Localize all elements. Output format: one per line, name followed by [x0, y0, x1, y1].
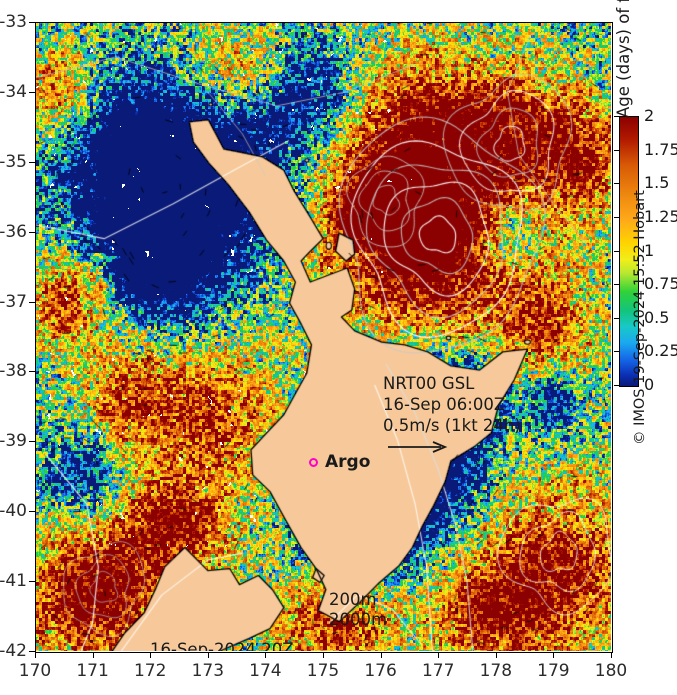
map-plot-area: NRT00 GSL 16-Sep 06:00Z 0.5m/s (1kt 24h)… [35, 22, 611, 651]
x-tick-label: 176 [364, 661, 397, 681]
velocity-legend-time: 16-Sep 06:00Z [383, 395, 506, 414]
colorbar-tick [614, 116, 619, 117]
y-tick [29, 161, 35, 163]
argo-float-marker-icon [309, 458, 318, 467]
y-tick [29, 231, 35, 233]
colorbar-tick [614, 317, 619, 319]
colorbar-tick-label: 2 [644, 106, 655, 125]
colorbar-tick [614, 385, 619, 386]
velocity-legend-source: NRT00 GSL [383, 374, 475, 393]
colorbar-tick-label: 1 [644, 240, 655, 260]
bathymetry-label-2000m: 2000m [329, 610, 388, 629]
velocity-legend: NRT00 GSL 16-Sep 06:00Z 0.5m/s (1kt 24h) [383, 373, 521, 436]
y-tick-label: -41 [0, 571, 27, 592]
y-tick [29, 581, 35, 583]
colorbar-tick-label: 0 [644, 375, 655, 394]
y-tick-label: -34 [0, 81, 27, 102]
x-tick-label: 172 [133, 661, 167, 681]
colorbar-tick-label: 0.5 [644, 307, 670, 327]
x-tick-label: 171 [76, 661, 109, 681]
x-tick [380, 652, 382, 658]
y-tick [29, 511, 35, 513]
colorbar-tick-label: 0.75 [644, 274, 677, 294]
x-tick-label: 179 [537, 661, 570, 681]
y-tick [29, 22, 35, 23]
y-tick-label: -33 [0, 12, 27, 32]
x-tick [207, 652, 209, 658]
x-tick-label: 170 [18, 661, 52, 681]
y-tick-label: -42 [0, 641, 27, 661]
x-tick-label: 174 [249, 661, 282, 681]
colorbar-tick-label: 0.25 [644, 341, 677, 361]
argo-label: Argo [325, 452, 371, 472]
y-tick [29, 301, 35, 303]
x-tick-label: 173 [191, 661, 225, 681]
y-tick-label: -36 [0, 221, 27, 242]
x-tick-label: 178 [479, 661, 513, 681]
x-tick [438, 652, 440, 658]
colorbar-tick [614, 284, 619, 286]
y-tick-label: -38 [0, 361, 27, 382]
y-tick-label: -40 [0, 501, 27, 522]
x-tick [495, 652, 497, 658]
y-tick-label: -37 [0, 291, 27, 312]
colorbar-tick [614, 351, 619, 353]
y-tick [29, 91, 35, 93]
x-tick [150, 652, 152, 658]
x-tick-label: 180 [594, 661, 628, 681]
colorbar-gradient [620, 117, 638, 386]
velocity-legend-scale: 0.5m/s (1kt 24h) [383, 416, 521, 435]
coastline-and-contour-overlay [35, 22, 611, 651]
colorbar-tick-label: 1.25 [644, 206, 677, 226]
x-tick [553, 652, 555, 658]
credit-text: © IMOS 19-Sep-2024 15:52 Hobart [632, 190, 648, 445]
colorbar-tick-label: 1.5 [644, 173, 670, 193]
x-tick-label: 177 [421, 661, 455, 681]
y-tick [29, 651, 35, 652]
colorbar-tick [614, 250, 619, 252]
colorbar-tick [614, 216, 619, 218]
colorbar-title: Age (days) of filled SST (wrt latest) [614, 0, 633, 118]
x-tick [323, 652, 324, 658]
colorbar [619, 116, 639, 387]
y-tick [29, 371, 35, 373]
y-tick-label: -35 [0, 151, 27, 172]
colorbar-tick [614, 149, 619, 151]
x-tick [265, 652, 267, 658]
x-tick [35, 652, 36, 658]
colorbar-tick-label: 1.75 [644, 139, 677, 159]
x-tick-label: 175 [306, 661, 340, 681]
bathymetry-label-200m: 200m [329, 590, 377, 609]
x-tick [611, 652, 612, 658]
y-tick [29, 441, 35, 443]
velocity-scale-arrow-icon [388, 441, 448, 453]
data-timestamp-label: 16-Sep-2024 20Z [150, 640, 294, 651]
colorbar-tick [614, 183, 619, 185]
x-tick [92, 652, 94, 658]
y-tick-label: -39 [0, 431, 27, 452]
